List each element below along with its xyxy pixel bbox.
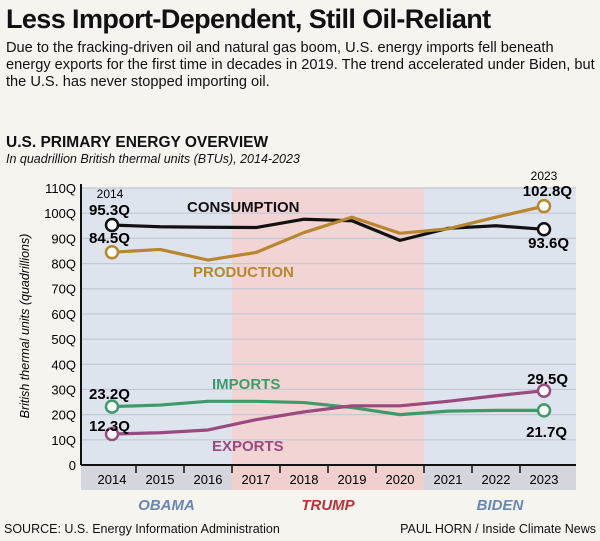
y-tick-label: 30Q	[51, 382, 76, 397]
year-strip-obama	[81, 465, 232, 490]
y-tick-label: 50Q	[51, 332, 76, 347]
exports-endpoint-marker	[536, 383, 552, 398]
end-year-label: 2023	[531, 169, 558, 183]
band-obama	[81, 188, 232, 465]
y-tick-label: 20Q	[51, 408, 76, 423]
y-tick-label: 70Q	[51, 282, 76, 297]
imports-endpoint-marker	[536, 403, 552, 418]
consumption-endpoint-marker	[104, 217, 120, 233]
production-start-label: 84.5Q	[89, 230, 130, 247]
production-endpoint-marker	[536, 198, 552, 214]
exports-series-label: EXPORTS	[212, 438, 284, 455]
x-tick-label: 2017	[242, 472, 271, 487]
consumption-end-label: 93.6Q	[528, 235, 569, 252]
production-line	[111, 204, 545, 262]
y-tick-label: 80Q	[51, 257, 76, 272]
chart-title: Less Import-Dependent, Still Oil-Reliant	[6, 4, 491, 34]
consumption-series-label: CONSUMPTION	[187, 199, 300, 216]
y-tick-label: 90Q	[51, 231, 76, 246]
exports-endpoint-marker	[104, 426, 120, 442]
source-note: SOURCE: U.S. Energy Information Administ…	[4, 522, 280, 536]
section-title: U.S. PRIMARY ENERGY OVERVIEW	[6, 134, 269, 151]
exports-end-label: 29.5Q	[527, 371, 568, 388]
consumption-endpoint-marker	[536, 222, 552, 237]
x-tick-label: 2014	[98, 472, 127, 487]
administration-label: BIDEN	[477, 497, 525, 514]
y-tick-label: 10Q	[51, 433, 76, 448]
x-tick-label: 2021	[434, 472, 463, 487]
x-tick-label: 2019	[338, 472, 367, 487]
band-biden	[424, 188, 576, 465]
exports-start-label: 12.3Q	[89, 418, 130, 435]
section-subtitle: In quadrillion British thermal units (BT…	[6, 152, 300, 166]
credit: PAUL HORN / Inside Climate News	[400, 522, 596, 536]
production-endpoint-marker	[104, 244, 120, 260]
administration-label: TRUMP	[301, 497, 355, 514]
production-series-label: PRODUCTION	[193, 264, 294, 281]
imports-series-label: IMPORTS	[212, 376, 280, 393]
x-tick-label: 2015	[146, 472, 175, 487]
imports-end-label: 21.7Q	[526, 424, 567, 441]
administration-label: OBAMA	[138, 497, 195, 514]
start-year-label: 2014	[97, 187, 124, 201]
x-tick-label: 2023	[530, 472, 559, 487]
y-axis-label: British thermal units (quadrillions)	[18, 234, 32, 419]
consumption-line	[111, 217, 545, 242]
consumption-start-label: 95.3Q	[89, 202, 130, 219]
y-tick-label: 40Q	[51, 357, 76, 372]
y-tick-label: 110Q	[45, 181, 76, 196]
x-tick-label: 2022	[482, 472, 511, 487]
imports-line	[111, 399, 544, 417]
x-tick-label: 2020	[386, 472, 415, 487]
x-tick-label: 2016	[194, 472, 223, 487]
chart-subtitle: Due to the fracking-driven oil and natur…	[6, 40, 595, 90]
y-tick-label: 0	[69, 458, 76, 473]
y-tick-label: 100Q	[44, 206, 76, 221]
imports-start-label: 23.2Q	[89, 386, 130, 403]
x-tick-label: 2018	[290, 472, 319, 487]
imports-endpoint-marker	[104, 399, 120, 414]
year-strip-biden	[424, 465, 576, 490]
band-trump	[232, 188, 424, 465]
exports-line	[111, 389, 545, 436]
production-end-label: 102.8Q	[523, 183, 573, 200]
y-tick-label: 60Q	[51, 307, 76, 322]
